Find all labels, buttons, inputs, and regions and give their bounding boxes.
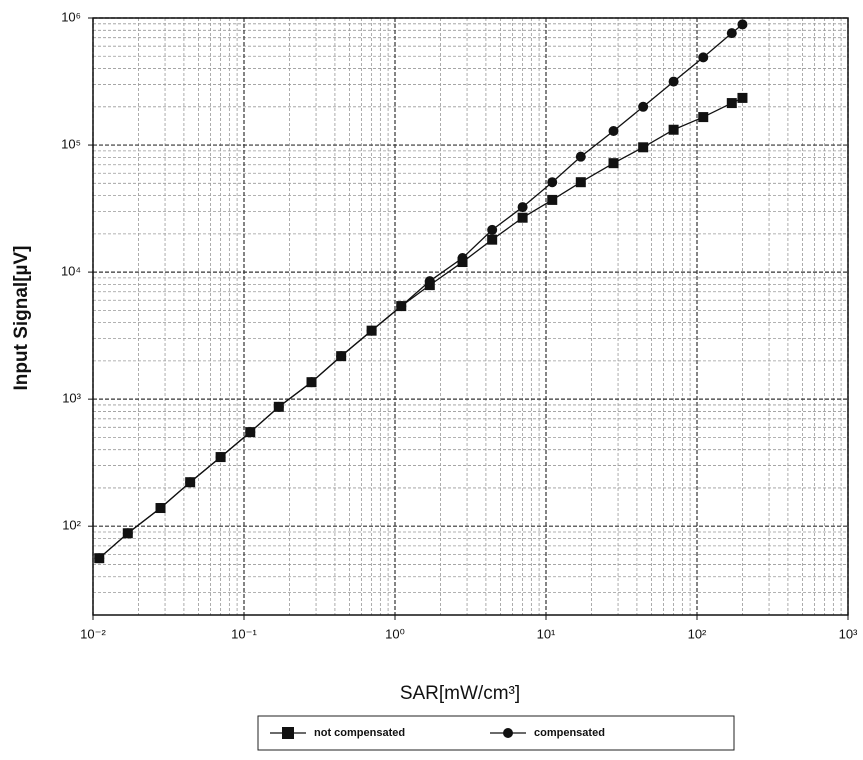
y-tick-label: 10⁴ — [61, 264, 81, 279]
marker — [424, 276, 435, 287]
marker — [215, 452, 226, 463]
x-tick-label: 10⁰ — [385, 626, 405, 641]
marker — [487, 224, 498, 235]
legend-marker — [503, 728, 513, 738]
plot-frame — [92, 17, 849, 616]
marker — [698, 112, 709, 123]
marker — [608, 158, 619, 169]
marker — [185, 477, 196, 488]
x-tick-label: 10² — [688, 626, 707, 641]
legend-label: compensated — [534, 727, 605, 739]
marker — [517, 212, 528, 223]
legend-marker — [282, 727, 294, 739]
marker — [547, 194, 558, 205]
legend-box — [257, 715, 735, 751]
marker — [245, 427, 256, 438]
marker — [547, 177, 558, 188]
y-tick-label: 10² — [62, 518, 81, 533]
marker — [155, 503, 166, 514]
marker — [457, 253, 468, 264]
marker — [726, 28, 737, 39]
marker — [638, 101, 649, 112]
marker — [575, 177, 586, 188]
marker — [668, 124, 679, 135]
marker — [737, 19, 748, 30]
marker — [698, 52, 709, 63]
marker — [336, 351, 347, 362]
y-tick-label: 10⁶ — [61, 9, 81, 24]
marker — [726, 98, 737, 109]
x-tick-label: 10¹ — [537, 626, 556, 641]
marker — [306, 377, 317, 388]
marker — [668, 76, 679, 87]
x-axis-title: SAR[mW/cm³] — [400, 683, 520, 704]
marker — [122, 528, 133, 539]
marker — [396, 301, 407, 312]
marker — [608, 125, 619, 136]
marker — [487, 234, 498, 245]
marker — [94, 553, 105, 564]
marker — [366, 325, 377, 336]
y-tick-label: 10⁵ — [61, 136, 81, 151]
marker — [575, 151, 586, 162]
marker — [517, 202, 528, 213]
y-axis-title: Input Signal[µV] — [11, 246, 32, 391]
legend-label: not compensated — [314, 727, 405, 739]
marker — [638, 142, 649, 153]
y-tick-label: 10³ — [62, 391, 81, 406]
marker — [737, 92, 748, 103]
x-tick-label: 10⁻¹ — [231, 626, 257, 641]
x-tick-label: 10⁻² — [80, 626, 106, 641]
marker — [273, 401, 284, 412]
x-tick-label: 10³ — [839, 626, 858, 641]
